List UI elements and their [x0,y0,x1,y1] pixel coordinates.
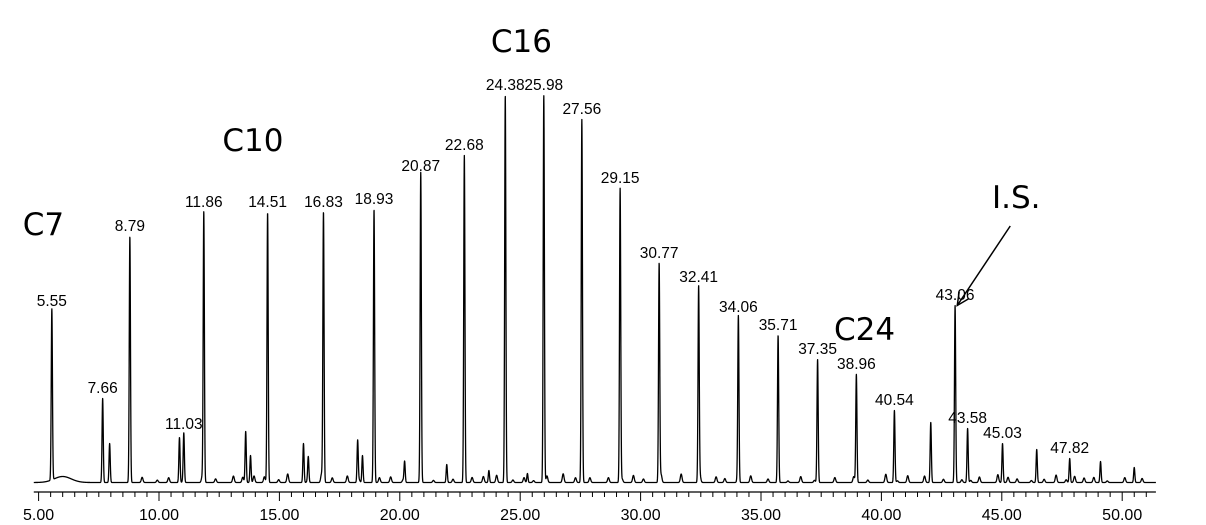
x-tick-label: 50.00 [1102,507,1142,524]
peak-label: 34.06 [719,299,758,316]
peak-label: 27.56 [562,101,601,118]
peak-label: 25.98 [524,77,563,94]
annotation-label: C16 [491,24,552,60]
chromatogram-trace-group [33,95,1157,484]
x-tick-label: 25.00 [500,507,540,524]
peak-label: 7.66 [88,380,118,397]
x-tick-label: 30.00 [621,507,661,524]
is-arrow-head [956,291,970,307]
peak-label: 45.03 [983,425,1022,442]
peak-label: 29.15 [601,170,640,187]
x-tick-label: 15.00 [259,507,299,524]
peak-label: 47.82 [1050,440,1089,457]
peak-label: 30.77 [640,245,679,262]
peak-label: 20.87 [401,158,440,175]
peak-label: 43.06 [936,287,975,304]
x-tick-label: 20.00 [380,507,420,524]
peak-label: 22.68 [445,137,484,154]
peak-label: 24.38 [486,77,525,94]
x-tick-label: 45.00 [982,507,1022,524]
x-tick-label: 40.00 [861,507,901,524]
annotation-label: C24 [834,312,895,348]
annotation-label: C7 [23,207,64,243]
x-tick-label: 5.00 [23,507,54,524]
annotation-label: I.S. [992,180,1041,216]
peak-label: 37.35 [798,341,837,358]
peak-label: 8.79 [115,218,145,235]
peak-label: 43.58 [948,410,987,427]
x-tick-label: 35.00 [741,507,781,524]
peak-label: 16.83 [304,194,343,211]
peak-label: 11.86 [185,194,223,211]
peak-label: 18.93 [355,191,394,208]
annotation-label: C10 [222,123,283,159]
peak-label: 5.55 [37,293,67,310]
x-tick-label: 10.00 [139,507,179,524]
peak-label: 35.71 [759,317,798,334]
is-arrow-line [956,225,1011,306]
peak-label: 38.96 [837,356,876,373]
chromatogram-trace [33,95,1157,484]
peak-label: 11.03 [165,416,203,433]
peak-labels: 5.55 7.66 8.79 11.03 11.86 14.51 16.83 18.93 20.… [37,77,1089,457]
peak-label: 14.51 [248,194,287,211]
carbon-annotations: C7 C10 C16 C24 I.S. [23,24,1041,348]
x-axis: 5.00 10.00 15.00 20.00 25.00 30.00 35.00 40.00 4… [23,491,1156,524]
peak-label: 40.54 [875,392,914,409]
peak-label: 32.41 [679,269,718,286]
